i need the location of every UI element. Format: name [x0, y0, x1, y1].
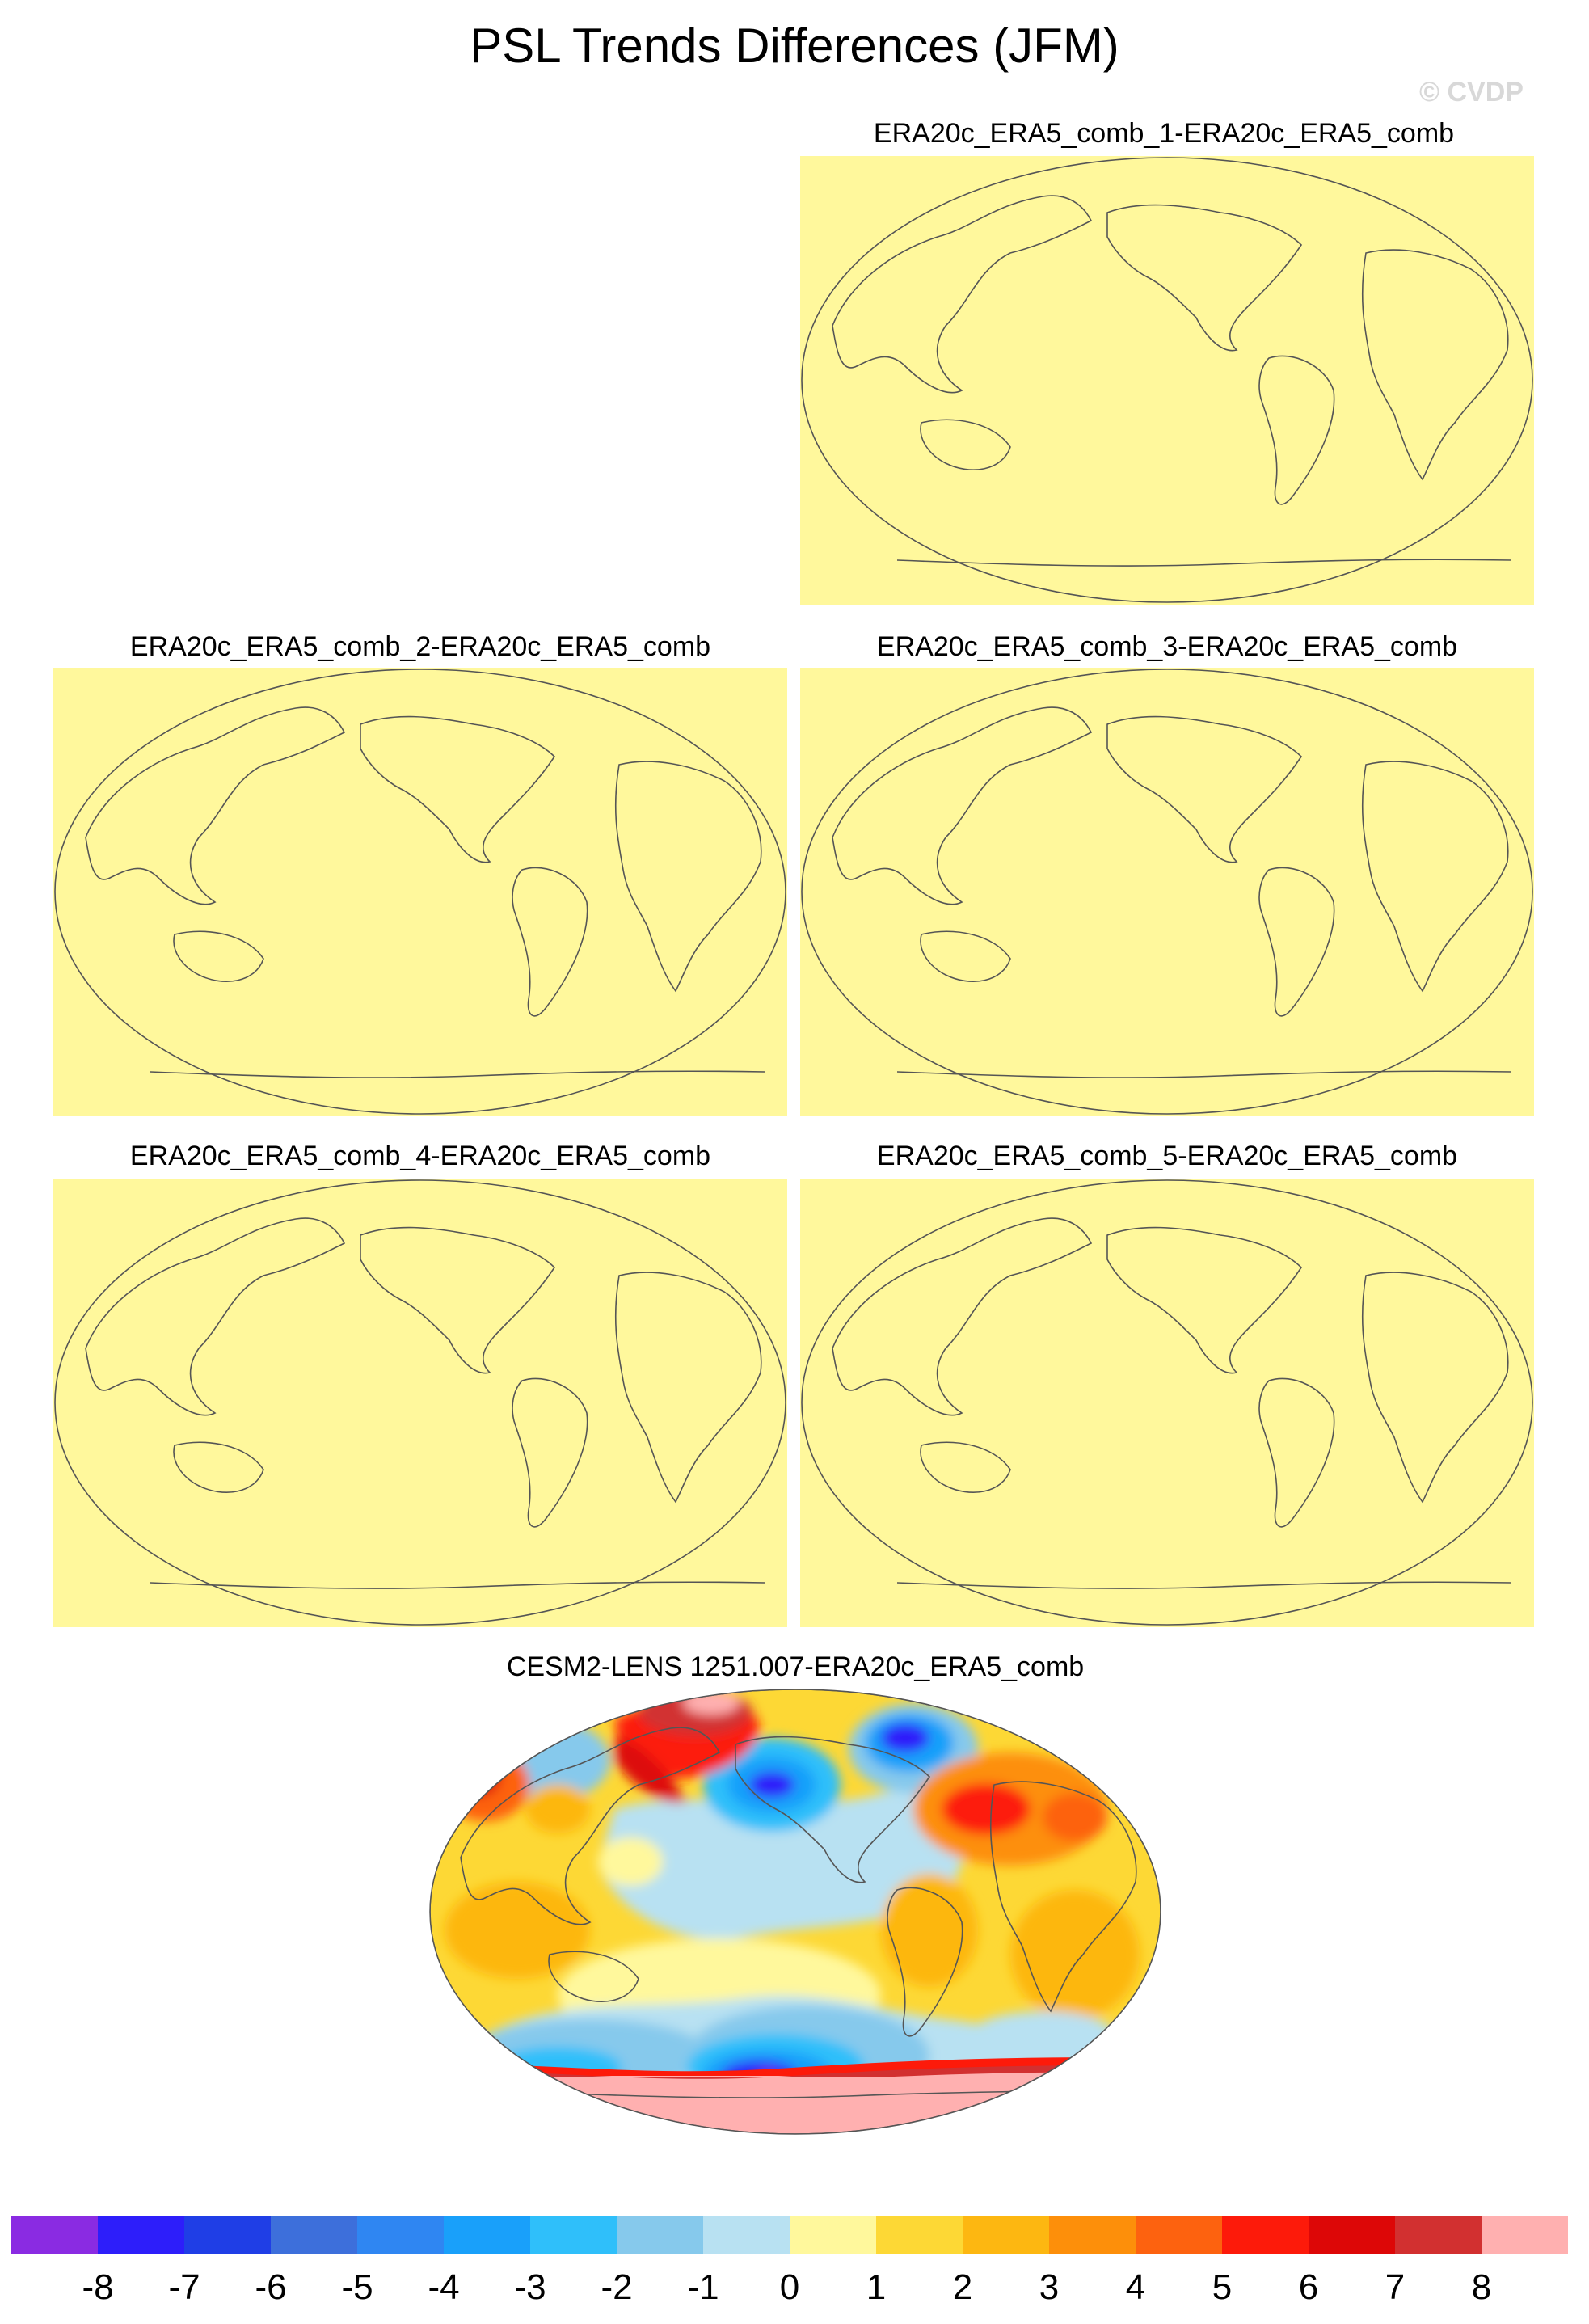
panel-5-title: ERA20c_ERA5_comb_5-ERA20c_ERA5_comb — [876, 1141, 1458, 1171]
coastline — [54, 669, 786, 1115]
coastline — [896, 559, 1512, 567]
coastline — [512, 1377, 588, 1528]
coastline — [54, 1179, 786, 1626]
colorbar-box — [1136, 2216, 1222, 2254]
colorbar-tick-label: 7 — [1385, 2267, 1406, 2307]
colorbar-box — [1482, 2216, 1568, 2254]
coastline — [989, 1781, 1137, 2013]
figure-title: PSL Trends Differences (JFM) — [470, 19, 1119, 73]
world-map-outline — [54, 1179, 786, 1626]
colorbar-box — [876, 2216, 963, 2254]
coastline — [920, 1441, 1011, 1493]
panel-4-map — [53, 1179, 787, 1627]
coastline — [614, 1272, 762, 1504]
coastline — [1361, 761, 1509, 993]
colorbar-tick-label: 1 — [866, 2267, 887, 2307]
colorbar-box — [1049, 2216, 1136, 2254]
coastline — [735, 1736, 931, 1883]
panel-5-map — [800, 1179, 1534, 1627]
colorbar-tick-label: -7 — [168, 2267, 200, 2307]
colorbar-box — [963, 2216, 1049, 2254]
coastline — [1258, 867, 1335, 1017]
colorbar-tick-label: 6 — [1298, 2267, 1319, 2307]
coastline — [150, 1070, 765, 1078]
colorbar-box — [790, 2216, 876, 2254]
coastline — [360, 1226, 556, 1374]
coastline — [460, 1727, 721, 1925]
colorbar-tick-label: -5 — [341, 2267, 373, 2307]
coastline — [801, 1179, 1533, 1626]
coastline — [896, 1581, 1512, 1589]
colorbar-box — [1395, 2216, 1482, 2254]
coastline — [801, 669, 1533, 1115]
panel-1-map — [800, 156, 1534, 605]
colorbar-tick-label: 0 — [779, 2267, 800, 2307]
coastline — [360, 715, 556, 863]
colorbar-tick-label: 8 — [1471, 2267, 1492, 2307]
world-map-outline — [54, 669, 786, 1115]
colorbar-tick-label: -1 — [687, 2267, 719, 2307]
colorbar — [11, 2216, 1568, 2254]
coastline — [801, 157, 1533, 603]
coastline — [896, 1070, 1512, 1078]
colorbar-tick-label: -2 — [601, 2267, 633, 2307]
panel-2-title: ERA20c_ERA5_comb_2-ERA20c_ERA5_comb — [129, 631, 711, 662]
cvdp-watermark: © CVDP — [1419, 77, 1524, 108]
coastline — [832, 1217, 1093, 1416]
coastline — [150, 1581, 765, 1589]
colorbar-box — [444, 2216, 530, 2254]
panel-3-map — [800, 668, 1534, 1116]
colorbar-tick-label: -3 — [514, 2267, 546, 2307]
colorbar-tick-label: 3 — [1039, 2267, 1060, 2307]
panel-1-title: ERA20c_ERA5_comb_1-ERA20c_ERA5_comb — [873, 118, 1455, 149]
coastline — [1106, 715, 1303, 863]
colorbar-box — [1222, 2216, 1309, 2254]
panel-3-title: ERA20c_ERA5_comb_3-ERA20c_ERA5_comb — [876, 631, 1458, 662]
colorbar-tick-label: 2 — [952, 2267, 973, 2307]
colorbar-tick-label: 5 — [1212, 2267, 1233, 2307]
colorbar-box — [271, 2216, 357, 2254]
coastline — [920, 930, 1011, 982]
coastline — [1258, 1377, 1335, 1528]
coastline — [614, 761, 762, 993]
coastline — [1106, 1226, 1303, 1374]
panel-4-title: ERA20c_ERA5_comb_4-ERA20c_ERA5_comb — [129, 1141, 711, 1171]
coastline — [173, 930, 264, 982]
colorbar-box — [98, 2216, 184, 2254]
panel-6-title: CESM2-LENS 1251.007-ERA20c_ERA5_comb — [506, 1651, 1085, 1682]
world-map-outline — [801, 1179, 1533, 1626]
panel-2-map — [53, 668, 787, 1116]
panel-6-map — [428, 1688, 1162, 2136]
coastline — [85, 706, 346, 905]
coastline — [887, 1887, 963, 2037]
colorbar-box — [184, 2216, 271, 2254]
colorbar-tick-label: 4 — [1125, 2267, 1146, 2307]
colorbar-tick-label: -4 — [428, 2267, 460, 2307]
coastline — [1361, 1272, 1509, 1504]
colorbar-box — [1309, 2216, 1395, 2254]
colorbar-tick-label: -6 — [255, 2267, 287, 2307]
coastline — [548, 1951, 639, 2002]
coastline — [920, 419, 1011, 470]
coastline — [1258, 355, 1335, 505]
colorbar-box — [530, 2216, 617, 2254]
world-map-outline — [801, 669, 1533, 1115]
coastline — [1106, 204, 1303, 352]
coastline — [1361, 249, 1509, 481]
coastline — [173, 1441, 264, 1493]
coastline — [512, 867, 588, 1017]
world-map-outline — [801, 157, 1533, 603]
colorbar-box — [617, 2216, 703, 2254]
colorbar-box — [11, 2216, 98, 2254]
coastline — [832, 706, 1093, 905]
colorbar-box — [357, 2216, 444, 2254]
coastline — [832, 195, 1093, 394]
colorbar-tick-label: -8 — [82, 2267, 114, 2307]
colorbar-box — [703, 2216, 790, 2254]
coastline — [85, 1217, 346, 1416]
